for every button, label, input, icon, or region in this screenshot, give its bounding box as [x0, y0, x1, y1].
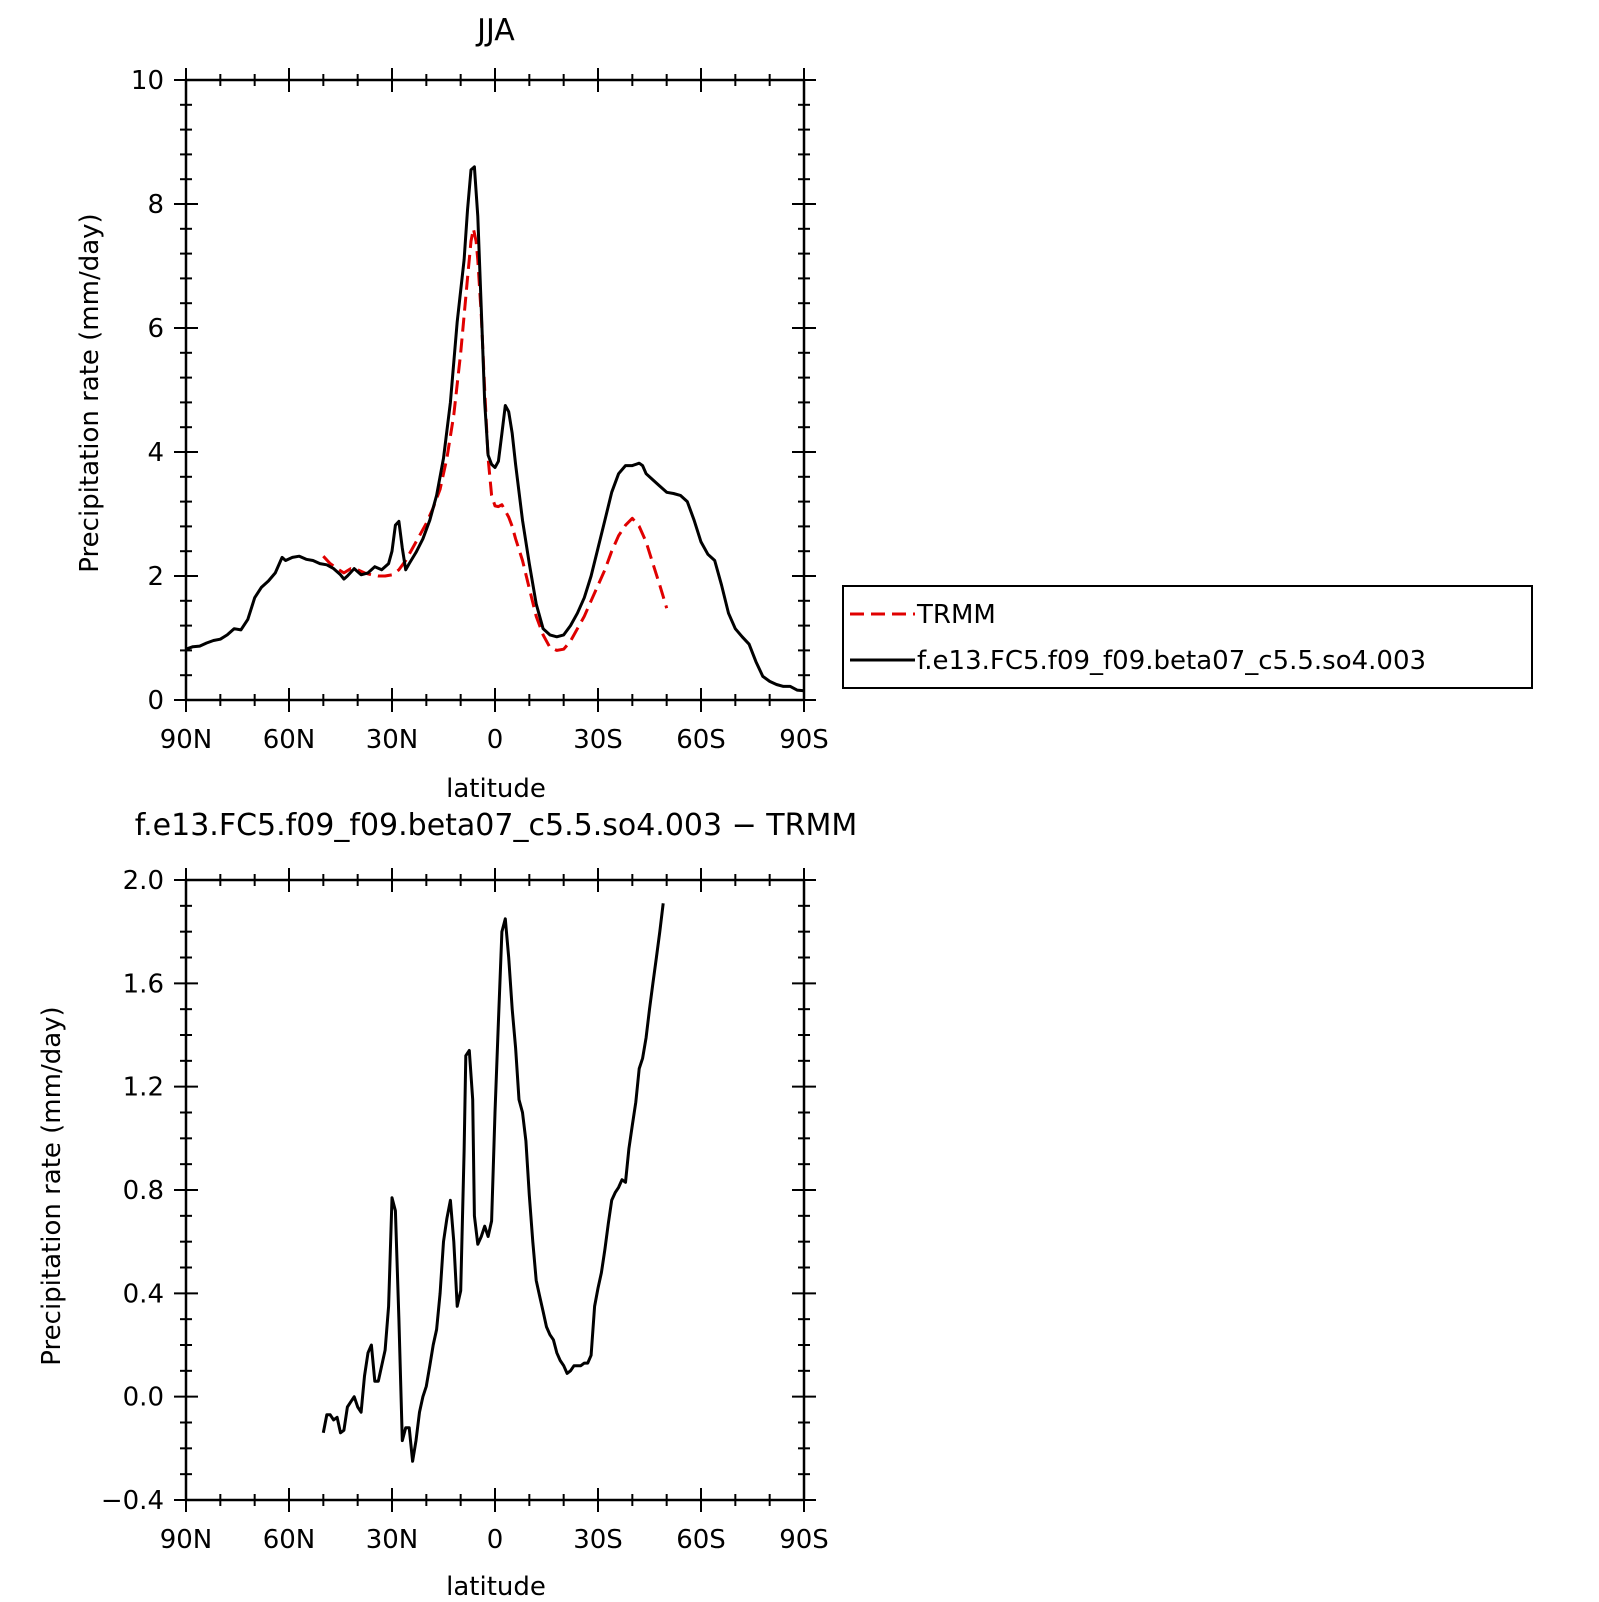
- plot-frame: [184, 878, 806, 1502]
- axis-ticks: 90N 60N 30N 0 30S 60S 90S −0.4 0.0 0.4 0.8 1.2 1.6 2.…: [101, 866, 829, 1555]
- y-tick-label: 0: [147, 686, 164, 716]
- y-tick-label: 1.2: [123, 1073, 164, 1103]
- y-tick-label: 2: [147, 562, 164, 592]
- y-tick-label: 0.0: [123, 1383, 164, 1413]
- x-tick-label: 60N: [263, 725, 316, 755]
- x-tick-label: 30S: [573, 1525, 623, 1555]
- series-lines: [321, 903, 665, 1463]
- x-tick-label: 30S: [573, 725, 623, 755]
- x-tick-label: 30N: [366, 725, 419, 755]
- x-tick-label: 60S: [676, 725, 726, 755]
- y-axis-label: Precipitation rate (mm/day): [75, 213, 105, 572]
- axis-ticks: 90N 60N 30N 0 30S 60S 90S 0 2 4 6 8 10: [131, 66, 829, 755]
- x-tick-label: 60N: [263, 1525, 316, 1555]
- precipitation-plot: JJA latitude Precipitation rate (mm/day)…: [75, 13, 829, 804]
- series-line-1: [185, 165, 805, 693]
- legend-box: [842, 585, 1533, 689]
- x-tick-label: 90S: [779, 725, 829, 755]
- y-tick-label: 2.0: [123, 866, 164, 896]
- plot-title: JJA: [475, 13, 515, 48]
- x-axis-label: latitude: [446, 1572, 546, 1602]
- x-tick-label: 30N: [366, 1525, 419, 1555]
- y-tick-label: 4: [147, 438, 164, 468]
- plot-title: f.e13.FC5.f09_f09.beta07_c5.5.so4.003 − …: [135, 808, 858, 843]
- x-tick-label: 90S: [779, 1525, 829, 1555]
- x-axis-label: latitude: [446, 774, 546, 804]
- y-tick-label: 10: [131, 66, 164, 96]
- y-tick-label: 8: [147, 190, 164, 220]
- y-tick-label: 1.6: [123, 969, 164, 999]
- x-tick-label: 0: [487, 725, 504, 755]
- difference-plot: f.e13.FC5.f09_f09.beta07_c5.5.so4.003 − …: [37, 808, 857, 1602]
- legend-entry-trmm: TRMM: [916, 600, 996, 630]
- series-line-0: [322, 227, 669, 652]
- x-tick-label: 60S: [676, 1525, 726, 1555]
- y-tick-label: −0.4: [101, 1486, 164, 1516]
- y-tick-label: 0.4: [123, 1279, 164, 1309]
- x-tick-label: 90N: [160, 1525, 213, 1555]
- legend-entry-model: f.e13.FC5.f09_f09.beta07_c5.5.so4.003: [917, 646, 1426, 676]
- y-tick-label: 6: [147, 314, 164, 344]
- x-tick-label: 90N: [160, 725, 213, 755]
- y-tick-label: 0.8: [123, 1176, 164, 1206]
- y-axis-label: Precipitation rate (mm/day): [37, 1006, 67, 1365]
- legend: TRMM f.e13.FC5.f09_f09.beta07_c5.5.so4.0…: [842, 585, 1533, 689]
- x-tick-label: 0: [487, 1525, 504, 1555]
- series-line-0: [321, 903, 665, 1463]
- plot-frame: [184, 78, 806, 702]
- series-lines: [185, 165, 805, 693]
